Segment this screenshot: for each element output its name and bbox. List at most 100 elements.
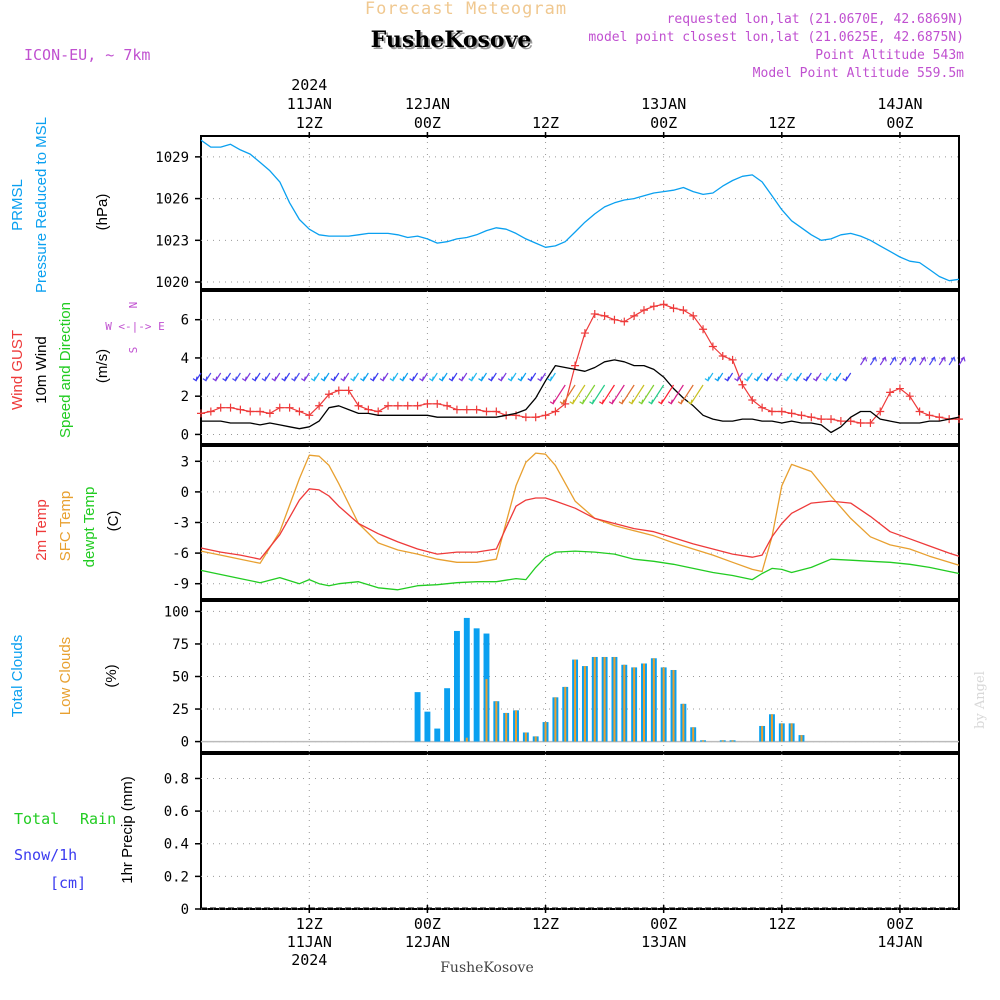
wind-direction-arrow bbox=[552, 384, 566, 405]
gust-marker bbox=[403, 401, 412, 410]
pressure-panel: 1020 1023 1026 1029 bbox=[155, 135, 960, 291]
gust-marker bbox=[413, 401, 422, 410]
low-cloud-bar bbox=[524, 732, 527, 742]
gust-marker bbox=[886, 388, 895, 397]
low-cloud-bar bbox=[672, 669, 675, 742]
gust-marker bbox=[531, 413, 540, 422]
gust-marker bbox=[551, 407, 560, 416]
gust-marker bbox=[817, 415, 826, 424]
gust-marker bbox=[295, 407, 304, 416]
wind-arrow-head bbox=[569, 399, 575, 405]
precip-tick-label: 0.8 bbox=[164, 771, 189, 787]
total-cloud-bar bbox=[453, 630, 460, 742]
gust-marker bbox=[571, 361, 580, 370]
wind-arrow-head bbox=[271, 376, 277, 382]
gust-marker bbox=[610, 315, 619, 324]
location-title-shadow: FusheKosove bbox=[373, 29, 534, 55]
pressure-unit: (hPa) bbox=[94, 194, 111, 231]
wind-direction-arrow bbox=[562, 384, 576, 405]
gust-marker bbox=[472, 405, 481, 414]
wind-frame bbox=[200, 290, 960, 445]
wind-direction-arrow bbox=[899, 357, 906, 366]
compass-south: S bbox=[127, 347, 140, 354]
temp-tick-label: -3 bbox=[172, 516, 189, 532]
total-clouds-label: Total Clouds bbox=[9, 635, 26, 718]
wind-arrow-head bbox=[921, 356, 927, 362]
pressure-line bbox=[200, 139, 960, 282]
meteogram-title: Forecast Meteogram bbox=[365, 0, 567, 19]
wind-arrow-head bbox=[579, 399, 585, 405]
gust-marker bbox=[718, 352, 727, 361]
compass-west-east: W <-|-> E bbox=[105, 320, 165, 333]
wind-tick-label: 2 bbox=[181, 389, 189, 405]
time-label-top: 12Z bbox=[532, 114, 559, 132]
wind-direction-arrow bbox=[889, 357, 896, 366]
pressure-label-short: PRMSL bbox=[9, 179, 26, 231]
gust-marker bbox=[679, 306, 688, 315]
total-cloud-bar bbox=[434, 728, 441, 742]
temp-tick-label: 3 bbox=[181, 454, 189, 470]
wind-arrow-head bbox=[648, 399, 654, 405]
wind-arrow-head bbox=[724, 376, 730, 382]
gust-marker bbox=[955, 415, 963, 424]
precip-frame bbox=[200, 753, 960, 910]
gust-marker bbox=[708, 342, 717, 351]
time-label-bottom: 11JAN bbox=[287, 933, 332, 951]
wind-arrow-head bbox=[822, 376, 828, 382]
low-cloud-bar bbox=[495, 701, 498, 742]
gust-marker bbox=[580, 329, 589, 338]
low-clouds-label: Low Clouds bbox=[57, 637, 74, 715]
wind-arrow-head bbox=[628, 399, 634, 405]
gust-marker bbox=[866, 418, 875, 427]
gust-marker bbox=[856, 418, 865, 427]
wind-arrow-head bbox=[960, 356, 966, 362]
time-label-bottom: 13JAN bbox=[641, 933, 686, 951]
wind-arrow-head bbox=[517, 376, 523, 382]
temperature-panel: -9 -6 -3 0 3 bbox=[172, 445, 960, 600]
wind-arrow-head bbox=[589, 399, 595, 405]
clouds-tick-label: 100 bbox=[164, 604, 189, 620]
pressure-tick-label: 1026 bbox=[155, 192, 189, 208]
wind-direction-arrow bbox=[582, 384, 596, 405]
gust-marker bbox=[935, 413, 944, 422]
time-label-top: 00Z bbox=[414, 114, 441, 132]
wind-direction-arrow bbox=[680, 384, 694, 405]
wind-direction-arrow bbox=[919, 357, 926, 366]
requested-coords: requested lon,lat (21.0670E, 42.6869N) bbox=[667, 12, 964, 27]
gust-marker bbox=[846, 417, 855, 426]
time-label-top: 2024 bbox=[291, 76, 327, 94]
gust-marker bbox=[246, 407, 255, 416]
precip-snow-label: Snow/1h bbox=[14, 846, 77, 864]
temp-tick-label: 0 bbox=[181, 485, 189, 501]
low-cloud-bar bbox=[583, 666, 586, 742]
gust-marker bbox=[374, 407, 383, 416]
clouds-tick-label: 25 bbox=[172, 702, 189, 718]
wind-direction-arrow bbox=[879, 357, 886, 366]
time-label-bottom: 00Z bbox=[886, 915, 913, 933]
gust-marker bbox=[521, 413, 530, 422]
wind-arrow-head bbox=[687, 399, 693, 405]
pressure-label-long: Pressure Reduced to MSL bbox=[33, 117, 50, 293]
wind-arrow-head bbox=[340, 376, 346, 382]
wind-direction-arrow bbox=[601, 384, 615, 405]
temp-tick-label: -6 bbox=[172, 546, 189, 562]
time-label-top: 12JAN bbox=[405, 95, 450, 113]
dewpt-temp-line bbox=[200, 550, 960, 591]
time-label-bottom: 12Z bbox=[768, 915, 795, 933]
sfc-temp-line bbox=[200, 452, 960, 573]
wind-arrow-head bbox=[704, 376, 710, 382]
gust-marker bbox=[462, 405, 471, 414]
gust-marker bbox=[492, 407, 501, 416]
gust-marker bbox=[895, 384, 904, 393]
low-cloud-bar bbox=[534, 736, 537, 742]
gust-marker bbox=[777, 407, 786, 416]
wind-10m-label: 10m Wind bbox=[33, 336, 50, 404]
wind-arrow-head bbox=[734, 376, 740, 382]
2m-temp-line bbox=[200, 488, 960, 560]
gust-marker bbox=[541, 411, 550, 420]
gust-marker bbox=[620, 317, 629, 326]
wind-arrow-head bbox=[369, 376, 375, 382]
wind-arrow-head bbox=[677, 399, 683, 405]
wind-direction-arrow bbox=[631, 384, 645, 405]
